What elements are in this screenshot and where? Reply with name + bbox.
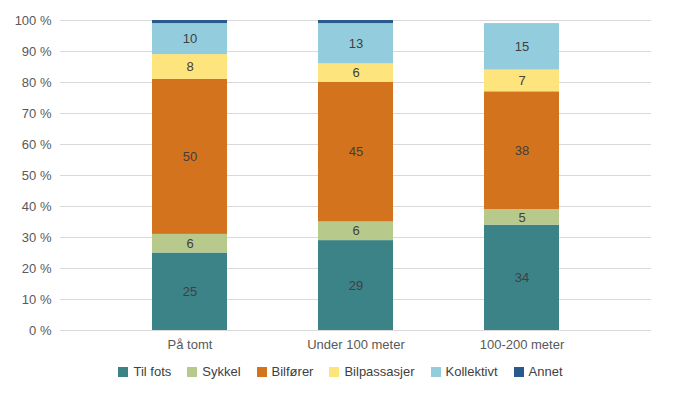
html-text:Annet: Annet — [528, 364, 563, 379]
html-text:Kollektivt: Kollektivt — [445, 364, 498, 379]
svg-text:34: 34 — [515, 270, 529, 285]
svg-text:På tomt: På tomt — [168, 337, 213, 352]
svg-text:100 %: 100 % — [15, 13, 52, 28]
svg-text:38: 38 — [515, 143, 529, 158]
html-text:Bilfører: Bilfører — [271, 364, 314, 379]
svg-text:13: 13 — [349, 36, 363, 51]
html-text:Til fots: Til fots — [133, 364, 172, 379]
svg-text:80 %: 80 % — [22, 75, 52, 90]
svg-text:45: 45 — [349, 144, 363, 159]
html-text:Bilpassasjer: Bilpassasjer — [344, 364, 415, 379]
svg-text:5: 5 — [518, 210, 525, 225]
svg-text:50 %: 50 % — [22, 168, 52, 183]
svg-text:30 %: 30 % — [22, 230, 52, 245]
svg-text:60 %: 60 % — [22, 137, 52, 152]
svg-text:70 %: 70 % — [22, 106, 52, 121]
svg-text:6: 6 — [352, 65, 359, 80]
svg-text:50: 50 — [183, 149, 197, 164]
svg-text:Under 100 meter: Under 100 meter — [307, 337, 405, 352]
svg-text:25: 25 — [183, 284, 197, 299]
svg-text:10 %: 10 % — [22, 292, 52, 307]
svg-text:100-200 meter: 100-200 meter — [480, 337, 565, 352]
svg-text:6: 6 — [352, 223, 359, 238]
svg-text:90 %: 90 % — [22, 44, 52, 59]
svg-text:0 %: 0 % — [29, 323, 52, 338]
svg-text:8: 8 — [186, 59, 193, 74]
svg-text:15: 15 — [515, 39, 529, 54]
svg-text:29: 29 — [349, 278, 363, 293]
svg-text:20 %: 20 % — [22, 261, 52, 276]
svg-text:10: 10 — [183, 31, 197, 46]
svg-text:40 %: 40 % — [22, 199, 52, 214]
html-text:Sykkel: Sykkel — [202, 364, 241, 379]
svg-text:6: 6 — [186, 236, 193, 251]
svg-text:7: 7 — [518, 73, 525, 88]
